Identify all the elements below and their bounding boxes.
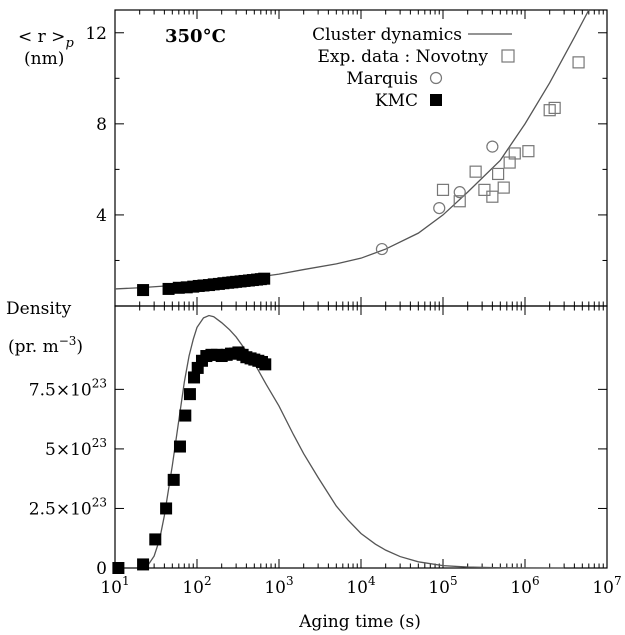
bottom-kmc-point: [112, 562, 125, 574]
bottom-y-tick-label: 5×1023: [45, 436, 107, 460]
top-novotny-point: [478, 183, 491, 196]
top-ylabel-sub: p: [65, 36, 74, 51]
bottom-ylabel: Density: [6, 299, 72, 319]
top-y-tick-label: 8: [96, 115, 107, 135]
legend-label: KMC: [375, 91, 418, 111]
bottom-kmc-point: [160, 502, 173, 515]
top-marquis-point: [453, 186, 466, 199]
legend-filled-square-swatch: [430, 94, 442, 106]
bottom-ylabel-unit-prefix: (pr. m: [8, 337, 59, 357]
legend-label: Exp. data : Novotny: [317, 47, 488, 67]
top-kmc-point: [258, 272, 271, 285]
x-tick-label: 102: [182, 574, 211, 598]
temperature-annotation: 350°C: [165, 26, 226, 47]
x-tick-label: 101: [100, 574, 129, 598]
bottom-y-tick-label: 7.5×1023: [29, 376, 107, 400]
top-novotny-point: [522, 145, 535, 158]
top-novotny-point: [548, 101, 561, 115]
labels-layer: < r >p (nm) 350°C Density (pr. m−3) Agin…: [6, 26, 421, 632]
bottom-ylabel-unit-suffix: ): [76, 337, 83, 357]
xlabel: Aging time (s): [298, 612, 421, 632]
top-y-tick-label: 4: [96, 206, 107, 226]
x-tick-label: 103: [264, 574, 293, 598]
x-tick-label: 107: [592, 574, 621, 598]
bottom-kmc-point: [183, 388, 196, 401]
bottom-y-tick-label: 2.5×1023: [29, 495, 107, 519]
top-novotny-point: [469, 165, 482, 178]
legend-label: Cluster dynamics: [312, 25, 462, 45]
top-novotny-point: [453, 195, 466, 208]
bottom-y-tick-label: 0: [96, 559, 107, 579]
top-panel: 4 8 12: [85, 9, 608, 307]
bottom-kmc-point: [137, 558, 150, 571]
bottom-kmc-point: [179, 409, 192, 422]
top-novotny-point: [492, 167, 505, 181]
x-tick-label: 105: [428, 574, 457, 598]
top-kmc-point: [162, 282, 175, 295]
bottom-kmc-point: [188, 371, 201, 384]
x-tick-label: 106: [510, 574, 539, 598]
bottom-kmc-point: [149, 533, 162, 546]
top-marquis-point: [375, 242, 389, 256]
legend-open-square-swatch: [501, 49, 515, 63]
legend-open-circle-swatch: [429, 71, 443, 85]
top-novotny-point: [436, 183, 450, 196]
top-novotny-point: [486, 190, 499, 203]
top-marquis-point: [433, 201, 446, 215]
top-ylabel-main: < r >: [18, 27, 65, 47]
top-marquis-point: [486, 140, 499, 153]
bottom-kmc-point: [167, 473, 180, 486]
legend-label: Marquis: [346, 69, 418, 89]
bottom-ylabel-unit-sup: −3: [59, 334, 77, 348]
x-tick-label: 104: [346, 574, 376, 598]
top-novotny-point: [508, 147, 521, 160]
top-kmc-point: [137, 284, 150, 297]
bottom-frame: [114, 305, 608, 569]
top-ylabel: < r >p: [18, 27, 74, 51]
top-ylabel-unit: (nm): [24, 49, 64, 69]
bottom-kmc-point: [173, 440, 186, 453]
bottom-panel: 101 102 103 104 105 106 107 0 2.5×1023 5×1023 7.5×…: [29, 305, 622, 598]
top-novotny-point: [572, 56, 585, 69]
top-y-tick-label: 12: [85, 24, 107, 44]
bottom-ylabel-unit: (pr. m−3): [8, 334, 83, 357]
bottom-kmc-point: [259, 358, 272, 371]
top-novotny-point: [497, 181, 510, 194]
